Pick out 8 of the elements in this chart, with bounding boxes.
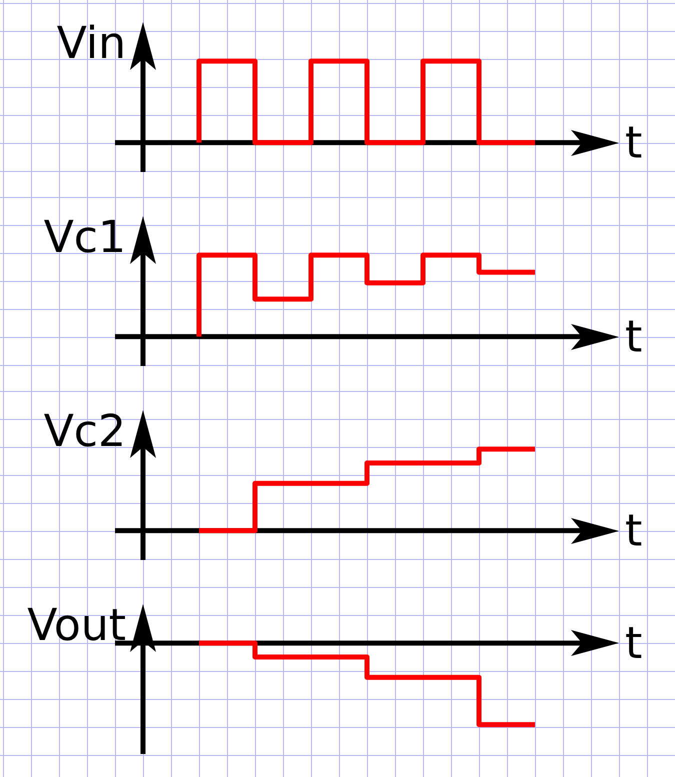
- y-axis-title: Vc2: [44, 406, 126, 457]
- y-axis-title: Vin: [56, 18, 126, 69]
- x-axis-title: t: [625, 312, 642, 363]
- x-axis-title: t: [625, 118, 642, 169]
- y-axis-title: Vc1: [44, 212, 126, 263]
- x-axis-title: t: [625, 618, 642, 670]
- y-axis-title: Vout: [27, 600, 126, 651]
- x-axis-title: t: [625, 506, 642, 557]
